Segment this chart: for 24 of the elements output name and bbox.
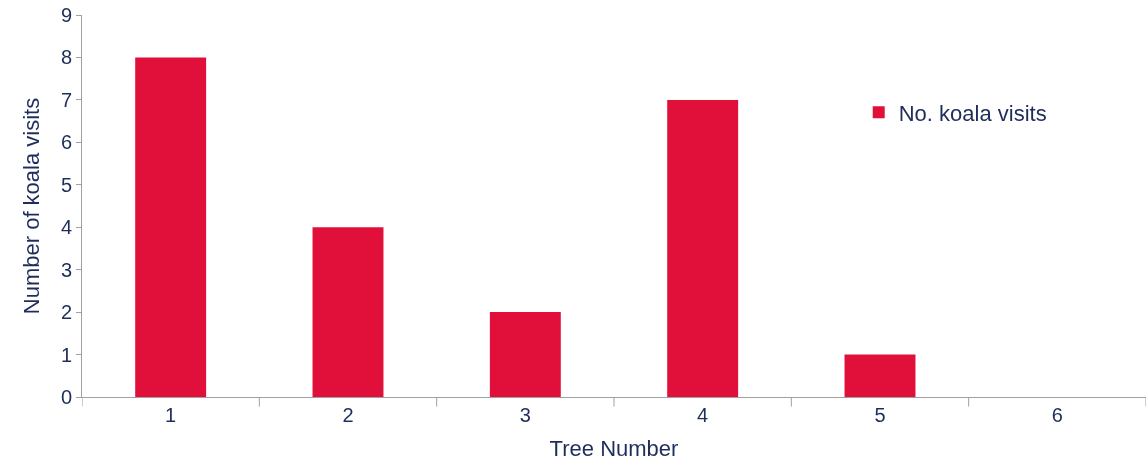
y-tick-label: 4 <box>60 216 72 239</box>
y-axis-title: Number of koala visits <box>18 97 44 315</box>
y-tick-label: 9 <box>60 4 72 26</box>
bar <box>312 227 384 397</box>
y-tick-label: 8 <box>60 46 72 69</box>
bar <box>844 354 916 397</box>
bar <box>667 99 739 397</box>
x-tick-label: 1 <box>165 404 177 426</box>
y-tick-label: 7 <box>60 88 72 111</box>
x-tick-label: 4 <box>697 404 709 426</box>
legend-label: No. koala visits <box>898 100 1047 126</box>
y-tick-label: 3 <box>60 258 72 281</box>
y-tick-label: 6 <box>60 131 72 154</box>
bar <box>489 312 561 397</box>
y-tick-label: 1 <box>60 343 72 366</box>
x-tick-label: 3 <box>519 404 531 426</box>
y-tick-label: 2 <box>60 301 72 324</box>
bar <box>135 57 207 397</box>
y-tick-label: 5 <box>60 173 72 196</box>
x-axis-title: Tree Number <box>549 435 679 461</box>
x-tick-label: 5 <box>874 404 886 426</box>
y-tick-label: 0 <box>60 386 72 408</box>
x-tick-label: 2 <box>342 404 354 426</box>
x-tick-label: 6 <box>1051 404 1063 426</box>
